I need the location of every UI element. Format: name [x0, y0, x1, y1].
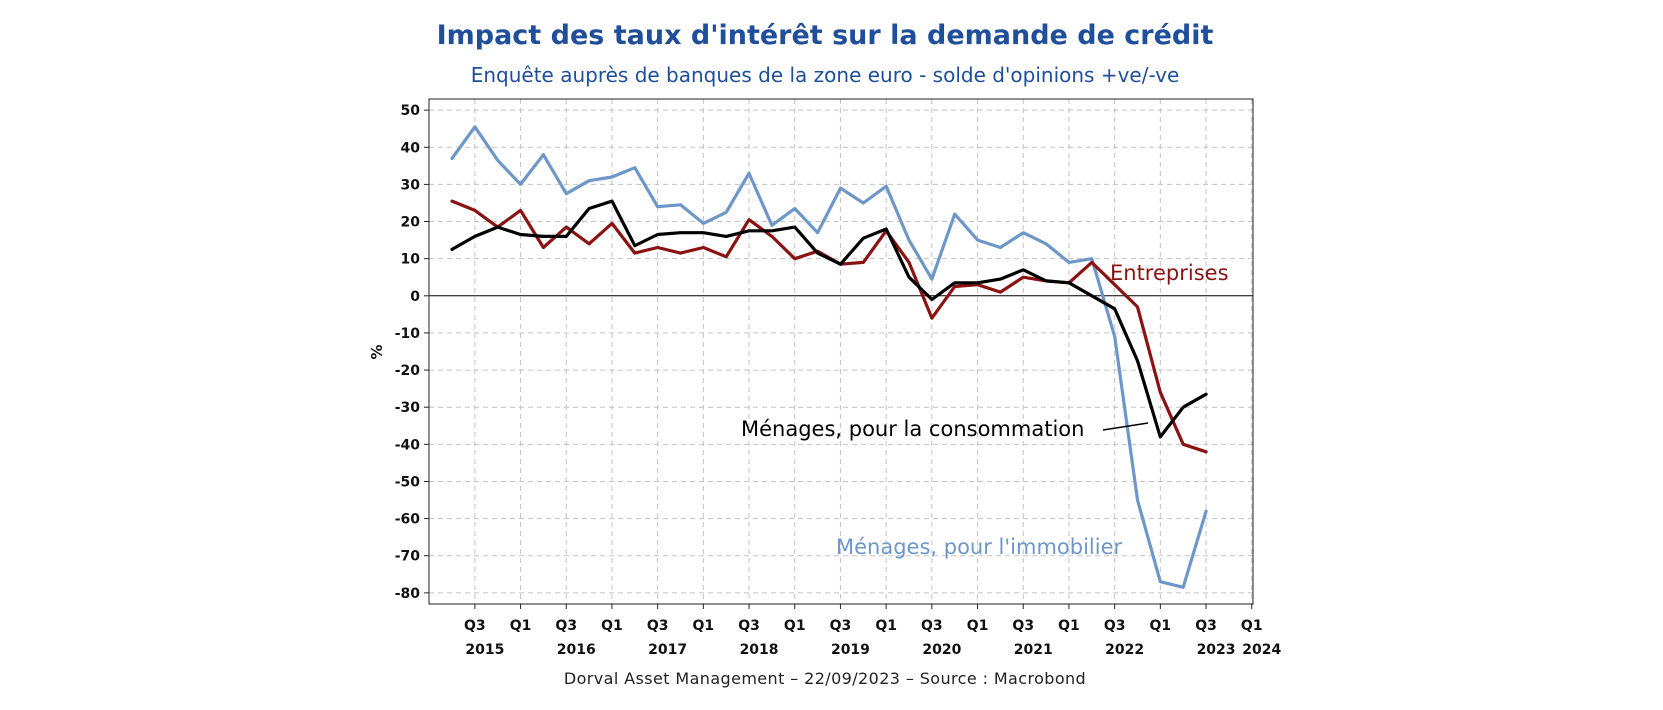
y-tick-label: 50 [401, 103, 421, 119]
chart-title: Impact des taux d'intérêt sur la demande… [437, 20, 1214, 51]
y-tick-label: -40 [395, 437, 421, 453]
x-tick-label-year: 2017 [648, 642, 687, 658]
x-tick-label-quarter: Q1 [693, 618, 715, 634]
x-tick-label-quarter: Q3 [1195, 618, 1217, 634]
series-line-entreprises [450, 199, 1208, 454]
annotation-entreprises: Entreprises [1110, 261, 1229, 285]
y-tick-label: -80 [395, 586, 421, 602]
series-lines [450, 125, 1208, 589]
x-tick-label-year: 2018 [740, 642, 779, 658]
y-tick-label: 20 [401, 215, 421, 231]
x-tick-label-quarter: Q1 [510, 618, 532, 634]
plot-frame [428, 98, 1254, 605]
y-tick-label: 10 [401, 252, 421, 268]
annotation-consommation-pointer [1102, 422, 1149, 431]
y-axis-label: % [368, 344, 386, 359]
x-tick-label-quarter: Q3 [1012, 618, 1034, 634]
x-tick-label-quarter: Q3 [738, 618, 760, 634]
grid [429, 99, 1253, 604]
y-tick-label: -50 [395, 474, 421, 490]
x-tick-label-year: 2016 [557, 642, 596, 658]
x-tick-label-quarter: Q1 [601, 618, 623, 634]
x-tick-label-quarter: Q1 [784, 618, 806, 634]
y-tick-label: 0 [410, 289, 420, 305]
y-tick-label: -70 [395, 549, 421, 565]
x-tick-label-quarter: Q1 [1058, 618, 1080, 634]
y-tick-label: -20 [395, 363, 421, 379]
x-tick-label-year: 2015 [465, 642, 504, 658]
series-line-menages-pour-l-immobilier [450, 125, 1208, 589]
y-tick-label: -10 [395, 326, 421, 342]
x-tick-label-quarter: Q1 [967, 618, 989, 634]
x-tick-label-quarter: Q3 [647, 618, 669, 634]
x-tick-label-year: 2022 [1105, 642, 1144, 658]
y-axis-ticks: 50 40 30 20 10 0 -10 -20 -30 -40 -50 -60 -70 -80 [395, 103, 429, 602]
x-tick-label-quarter: Q1 [1241, 618, 1263, 634]
x-tick-label-quarter: Q3 [1104, 618, 1126, 634]
x-tick-label-year: 2019 [831, 642, 870, 658]
annotation-menages-consommation: Ménages, pour la consommation [741, 417, 1084, 441]
y-tick-label: 30 [401, 177, 421, 193]
source-note: Dorval Asset Management – 22/09/2023 – S… [564, 669, 1086, 688]
annotation-menages-immobilier: Ménages, pour l'immobilier [836, 535, 1123, 559]
x-tick-label-year: 2024 [1242, 642, 1281, 658]
x-tick-label-year: 2023 [1197, 642, 1236, 658]
series-line-menages-pour-la-consommation [450, 199, 1208, 439]
x-tick-label-year: 2021 [1014, 642, 1053, 658]
chart-subtitle: Enquête auprès de banques de la zone eur… [471, 63, 1180, 87]
x-tick-label-quarter: Q3 [464, 618, 486, 634]
x-tick-label-year: 2020 [922, 642, 961, 658]
y-tick-label: -30 [395, 400, 421, 416]
y-tick-label: 40 [401, 140, 421, 156]
x-axis-ticks: Q3 2015 Q1 Q3 2016 Q1 Q3 2017 Q1 Q3 2018 Q1 Q3 2019 Q1… [464, 604, 1281, 658]
x-tick-label-quarter: Q3 [921, 618, 943, 634]
x-tick-label-quarter: Q3 [830, 618, 852, 634]
x-tick-label-quarter: Q1 [1150, 618, 1172, 634]
y-tick-label: -60 [395, 512, 421, 528]
x-tick-label-quarter: Q1 [875, 618, 897, 634]
x-tick-label-quarter: Q3 [555, 618, 577, 634]
